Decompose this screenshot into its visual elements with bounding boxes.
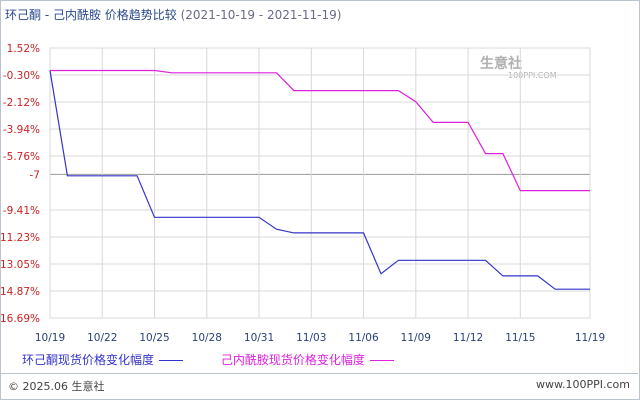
footer-divider <box>1 373 638 374</box>
x-tick-label: 11/19 <box>575 332 605 344</box>
watermark-sub: 100PPI.COM <box>508 71 557 80</box>
x-tick-label: 11/09 <box>401 332 431 344</box>
legend: 环己酮现货价格变化幅度 己内酰胺现货价格变化幅度 <box>22 351 428 368</box>
y-tick-label: -13.05% <box>0 259 40 271</box>
legend-label-series2: 己内酰胺现货价格变化幅度 <box>220 353 365 367</box>
legend-label-series1: 环己酮现货价格变化幅度 <box>22 353 155 367</box>
x-tick-label: 11/15 <box>505 332 535 344</box>
y-tick-label: -16.69% <box>0 313 40 325</box>
x-tick-label: 11/12 <box>453 332 483 344</box>
y-tick-label: -14.87% <box>0 286 40 298</box>
x-tick-label: 10/25 <box>139 332 169 344</box>
y-tick-label: 1.52% <box>7 43 40 55</box>
y-tick-label: -5.76% <box>3 151 40 163</box>
watermark-logo: 生意社 100PPI.COM <box>480 53 557 80</box>
y-tick-label: -9.41% <box>3 205 40 217</box>
chart-title: 环己酮 - 己内酰胺 价格趋势比较 (2021-10-19 - 2021-11-… <box>5 6 341 23</box>
footer-site-link[interactable]: www.100PPI.com <box>536 378 630 391</box>
title-text: 环己酮 - 己内酰胺 价格趋势比较 <box>5 8 177 22</box>
legend-swatch-series1 <box>159 360 184 361</box>
y-tick-label: -11.23% <box>0 232 40 244</box>
x-tick-label: 10/31 <box>244 332 274 344</box>
x-tick-label: 10/28 <box>192 332 222 344</box>
legend-swatch-series2 <box>369 360 394 361</box>
legend-item-series2: 己内酰胺现货价格变化幅度 <box>221 351 394 368</box>
plot-area <box>49 47 591 319</box>
y-tick-label: -7 <box>30 169 40 181</box>
y-tick-label: -2.12% <box>3 97 40 109</box>
footer-copyright: © 2025.06 生意社 <box>8 380 105 393</box>
x-tick-label: 10/19 <box>35 332 65 344</box>
series-line-2 <box>50 69 590 192</box>
watermark-text: 生意社 <box>480 56 522 72</box>
date-range: (2021-10-19 - 2021-11-19) <box>180 8 342 22</box>
series-line-1 <box>49 70 590 290</box>
x-tick-label: 11/06 <box>348 332 379 344</box>
line-chart: 1.52% -0.30% -2.12% -3.94% -5.76% -7 -9.41% -11… <box>0 43 605 344</box>
y-tick-label: -3.94% <box>3 124 40 136</box>
x-tick-label: 10/22 <box>87 332 117 344</box>
x-tick-label: 11/03 <box>296 332 326 344</box>
legend-item-series1: 环己酮现货价格变化幅度 <box>22 351 184 368</box>
y-tick-label: -0.30% <box>3 70 40 82</box>
